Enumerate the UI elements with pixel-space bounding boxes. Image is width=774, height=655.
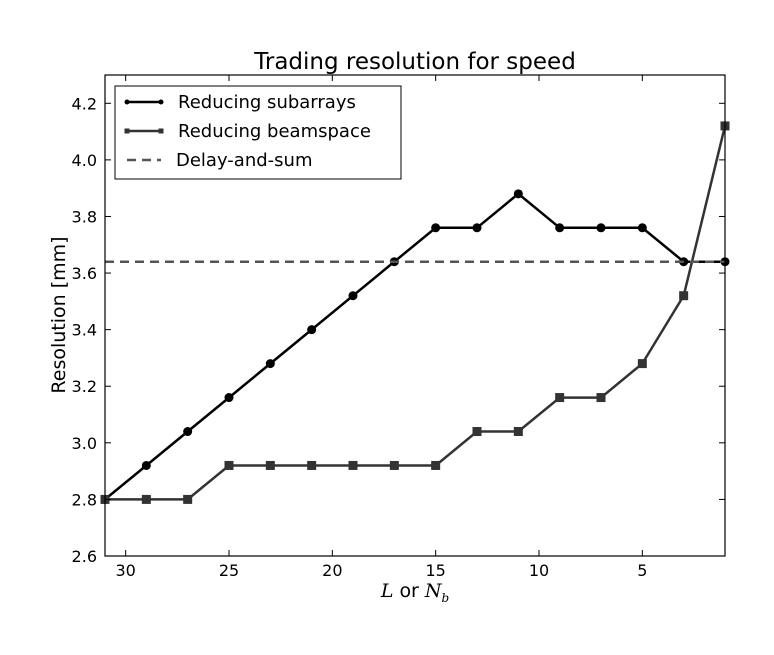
y-tick-label: 3.8: [72, 207, 97, 226]
legend-marker: [158, 99, 164, 105]
legend-label-3: Delay-and-sum: [176, 150, 312, 171]
series-2-point: [265, 460, 275, 470]
y-tick-label: 4.0: [72, 151, 97, 170]
series-2-point: [224, 460, 234, 470]
series-1-point: [348, 291, 358, 301]
y-tick-label: 3.4: [72, 321, 97, 340]
x-tick-label: 20: [322, 561, 342, 580]
series-2-point: [141, 494, 151, 504]
plot-area: [100, 121, 730, 504]
series-1-point: [431, 223, 441, 233]
legend-marker: [158, 128, 164, 134]
legend: Reducing subarrays Reducing beamspace Dela…: [114, 85, 402, 180]
legend-label-2: Reducing beamspace: [178, 121, 371, 142]
x-axis-label-var1: L: [380, 580, 394, 602]
series-2-point: [472, 427, 482, 437]
series-2-point: [513, 427, 523, 437]
series-2-point: [307, 460, 317, 470]
series-1-point: [472, 223, 482, 233]
x-tick-label: 25: [219, 561, 239, 580]
series-2-point: [431, 460, 441, 470]
axes: 30 25 20 15 10 5 2.6 2.8 3.0 3.2 3.4 3.6 3.8 4.0 4.2: [72, 74, 726, 580]
series-1-point: [596, 223, 606, 233]
y-tick-label: 3.6: [72, 264, 97, 283]
series-2-point: [596, 393, 606, 403]
series-1-point: [141, 460, 151, 470]
series-2-point: [183, 494, 193, 504]
y-tick-label: 3.0: [72, 434, 97, 453]
legend-marker: [124, 128, 130, 134]
y-tick-label: 2.8: [72, 490, 97, 509]
x-axis-label-var2: N: [424, 580, 443, 602]
x-tick-label: 5: [637, 561, 647, 580]
x-axis-label-joiner: or: [399, 580, 419, 602]
series-2-point: [679, 291, 689, 301]
series-2-point: [637, 359, 647, 369]
chart-title: Trading resolution for speed: [253, 49, 576, 75]
series-1-point: [265, 359, 275, 369]
series-1-point: [555, 223, 565, 233]
x-tick-label: 30: [115, 561, 135, 580]
x-axis-label-var2-subscript: b: [442, 591, 450, 605]
y-tick-label: 3.2: [72, 377, 97, 396]
series-2-point: [348, 460, 358, 470]
series-2-point: [555, 393, 565, 403]
x-tick-label: 15: [425, 561, 445, 580]
y-tick-label: 4.2: [72, 94, 97, 113]
series-1-point: [307, 325, 317, 335]
series-line-2: [105, 125, 727, 501]
series-1-point: [513, 189, 523, 199]
legend-label-1: Reducing subarrays: [178, 92, 356, 113]
y-tick-label: 2.6: [72, 547, 97, 566]
x-tick-label: 10: [529, 561, 549, 580]
series-1-point: [224, 393, 234, 403]
series-2-point: [389, 460, 399, 470]
y-axis-label: Resolution [mm]: [48, 236, 70, 393]
series-1-point: [183, 427, 193, 437]
axes-frame: [104, 74, 726, 557]
series-1-point: [637, 223, 647, 233]
legend-marker: [124, 99, 130, 105]
series-line-1: [104, 192, 725, 501]
